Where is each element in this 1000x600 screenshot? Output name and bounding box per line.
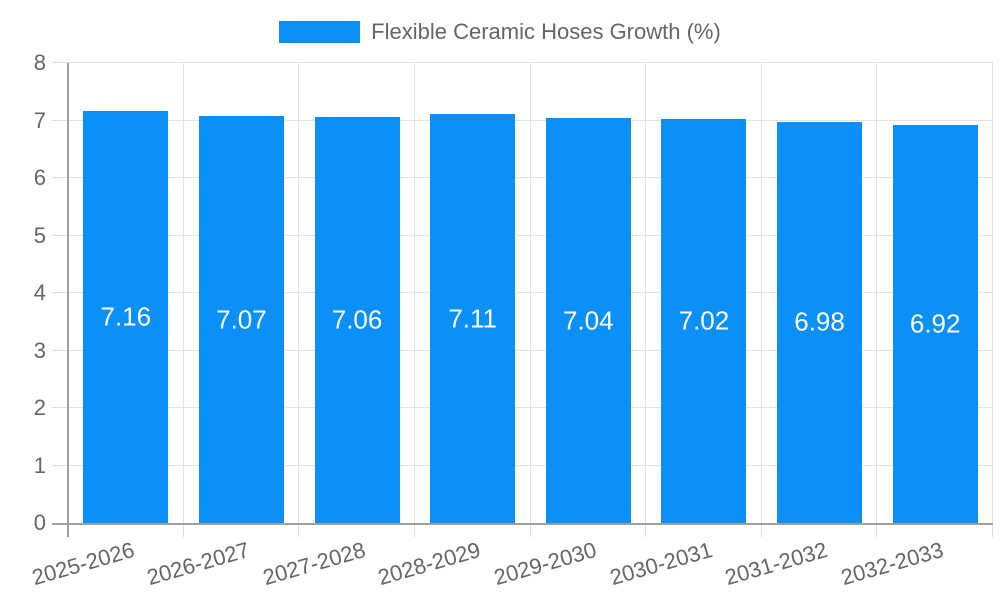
bar-value-label: 7.06	[331, 304, 383, 335]
y-axis-tick-label: 3	[33, 337, 46, 363]
bar-2029-2030[interactable]: 7.04	[545, 118, 631, 523]
y-tick-2	[52, 407, 68, 408]
bar-value-label: 7.04	[563, 305, 614, 336]
x-axis-tick-label: 2029-2030	[491, 537, 600, 591]
plot-area: 0 1 2 3 4 5 6 7 8 7.16 7.07 7.06 7.11 7.04 7.02 6.98 6.9…	[29, 50, 993, 590]
x-gridline-7	[876, 63, 878, 523]
y-axis-tick-label: 0	[33, 510, 46, 535]
y-gridline-8	[68, 62, 993, 63]
x-axis-line	[52, 523, 993, 525]
bar-value-label: 6.92	[909, 308, 961, 339]
y-gridline-2	[68, 407, 993, 408]
bar-2025-2026[interactable]: 7.16	[83, 111, 169, 523]
y-axis-tick-label: 2	[33, 395, 46, 420]
y-axis-line	[67, 63, 69, 537]
bar-2028-2029[interactable]: 7.11	[430, 114, 516, 523]
x-tick-4	[529, 523, 531, 537]
x-gridline-5	[645, 63, 647, 523]
bar-2032-2033[interactable]: 6.92	[892, 125, 978, 523]
y-tick-5	[52, 234, 68, 236]
x-gridline-8	[992, 63, 993, 523]
y-gridline-6	[68, 177, 993, 178]
x-axis-tick-label: 2027-2028	[259, 537, 368, 591]
x-axis-tick-label: 2026-2027	[144, 537, 253, 591]
x-gridline-6	[760, 63, 762, 523]
x-gridline-1	[182, 63, 184, 523]
bar-2031-2032[interactable]: 6.98	[777, 121, 863, 523]
x-axis-tick-label: 2025-2026	[28, 537, 137, 591]
y-tick-3	[52, 349, 68, 351]
y-tick-4	[52, 292, 68, 293]
x-tick-7	[876, 523, 878, 537]
legend-label: Flexible Ceramic Hoses Growth (%)	[371, 19, 721, 44]
x-tick-1	[182, 523, 184, 537]
bar-value-label: 7.02	[678, 305, 730, 336]
y-gridline-5	[68, 234, 993, 236]
x-gridline-4	[529, 63, 531, 523]
y-tick-8	[52, 62, 68, 63]
x-axis-tick-label: 2031-2032	[722, 537, 831, 591]
bar-2026-2027[interactable]: 7.07	[198, 116, 284, 523]
x-tick-3	[413, 523, 415, 537]
y-axis-tick-label: 6	[33, 165, 46, 190]
bar-value-label: 7.16	[100, 301, 152, 332]
y-axis-tick-label: 8	[33, 50, 46, 75]
legend-swatch	[279, 21, 361, 43]
bar-2030-2031[interactable]: 7.02	[661, 119, 747, 523]
x-axis-tick-label: 2028-2029	[375, 537, 484, 591]
y-gridline-1	[68, 464, 993, 466]
y-tick-7	[52, 119, 68, 121]
y-axis-tick-label: 1	[33, 452, 46, 478]
bar-value-label: 6.98	[794, 306, 845, 337]
x-gridline-2	[298, 63, 300, 523]
y-tick-6	[52, 177, 68, 178]
x-tick-6	[760, 523, 762, 537]
bar-value-label: 7.07	[216, 304, 267, 335]
y-axis-tick-label: 4	[33, 280, 46, 305]
y-axis-tick-label: 7	[33, 107, 46, 133]
bar-value-label: 7.11	[448, 303, 498, 334]
y-axis-tick-label: 5	[33, 222, 46, 248]
y-gridline-4	[68, 292, 993, 293]
bar-2027-2028[interactable]: 7.06	[314, 117, 400, 523]
y-gridline-7	[68, 119, 993, 121]
y-tick-1	[52, 464, 68, 466]
legend[interactable]: Flexible Ceramic Hoses Growth (%)	[0, 19, 1000, 45]
x-axis-tick-label: 2032-2033	[838, 537, 947, 591]
y-gridline-3	[68, 349, 993, 351]
x-axis-tick-label: 2030-2031	[606, 537, 715, 591]
x-tick-5	[645, 523, 647, 537]
x-tick-8	[992, 523, 993, 537]
x-tick-2	[298, 523, 300, 537]
x-gridline-3	[413, 63, 415, 523]
